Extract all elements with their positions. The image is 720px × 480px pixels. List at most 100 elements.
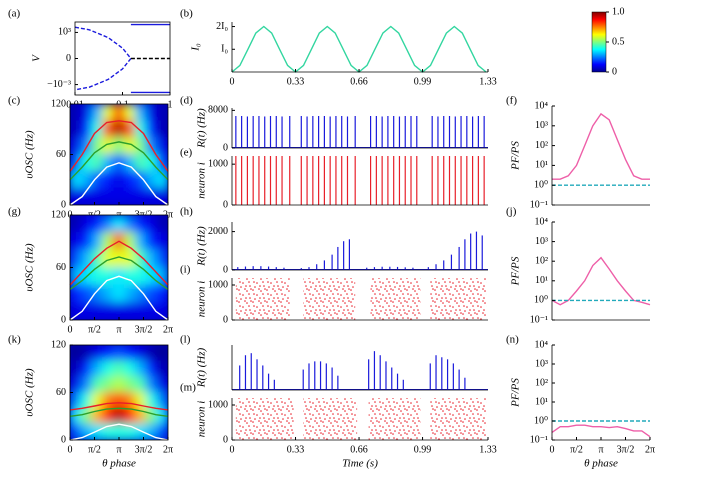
heatmap-cell [102,249,115,268]
x-tick-label: 0.66 [350,444,368,455]
heatmap-cell [102,232,115,251]
x-tick-label: π [598,444,603,455]
y-axis-label: R(t) (Hz) [196,226,208,267]
raster-burst [430,278,487,320]
heatmap-cell [123,392,136,409]
heatmap-cell [91,376,104,393]
heatmap-cell [113,137,125,155]
heatmap-cell [70,215,82,233]
heatmap-cell [70,249,82,268]
heatmap [70,345,168,440]
heatmap-cell [145,376,158,393]
heatmap-cell [80,215,93,233]
y-tick-label: 10¹ [535,160,548,171]
y-tick-label: 60 [56,387,66,398]
line-series [69,141,169,181]
heatmap-cell [102,187,115,205]
colorbar-tick-label: 0.5 [612,36,625,47]
heatmap-cell [134,170,147,189]
heatmap-cell [134,345,147,362]
y-tick-label: 0 [223,314,228,325]
heatmap-cell [134,423,147,440]
heatmap-cell [156,120,168,139]
colorbar-tick-label: 1.0 [612,6,625,17]
panel-label: (l) [180,334,191,346]
panel-label: (b) [180,8,193,20]
x-tick-label: 2π [163,324,173,335]
y-tick-label: 10⁰ [534,415,548,426]
heatmap-cell [102,137,115,155]
heatmap-cell [134,284,147,303]
y-tick-label: 10² [535,255,548,266]
raster-burst [235,278,290,320]
x-tick-label: π [116,444,121,455]
heatmap-cell [134,137,147,155]
heatmap-cell [70,360,82,378]
y-tick-label: 10⁰ [534,179,548,190]
y-tick-label: 10³ [58,27,71,38]
line-series [231,25,487,73]
y-tick-label: 10³ [535,358,548,369]
heatmap-cell [80,120,93,139]
panel: (l) R(t) (Hz) [180,334,488,391]
heatmap-cell [80,187,93,205]
heatmap-cell [145,187,158,205]
heatmap-cell [70,232,82,251]
heatmap-cell [123,137,136,155]
heatmap-cell [102,423,115,440]
y-tick-label: 8000 [208,105,228,116]
y-axis-label: PF/PS [510,256,522,286]
heatmap-cell [70,187,82,205]
heatmap-cell [156,137,168,155]
heatmap-cell [70,392,82,409]
y-tick-label: 1000 [208,158,228,169]
heatmap-cell [156,267,168,286]
heatmap-cell [145,360,158,378]
panel: 2I₀ I₀ 0 0.33 0.66 0.99 1.33 (b) I₀ [180,8,497,88]
heatmap-cell [156,345,168,362]
panel: 10⁻¹ 10⁰ 10¹ 10² 10³ 10⁴ (j) PF/PS [506,206,651,325]
heatmap-cell [113,407,125,425]
y-tick-label: 60 [56,262,66,273]
heatmap-cell [134,392,147,409]
raster-burst [303,278,356,320]
heatmap-cell [113,215,125,233]
y-axis-label: R(t) (Hz) [196,347,208,388]
heatmap-cell [123,302,136,320]
heatmap-cell [70,423,82,440]
x-tick-label: 2π [163,444,173,455]
heatmap-cell [70,267,82,286]
heatmap-cell [113,284,125,303]
y-tick-label: 10² [535,140,548,151]
panel-label: (i) [180,264,191,276]
heatmap-cell [123,154,136,172]
y-tick-label: 0 [66,53,71,64]
panel-label: (a) [8,8,21,20]
heatmap-cell [80,302,93,320]
heatmap-cell [145,407,158,425]
heatmap-cell [91,187,104,205]
x-tick-label: 0 [68,444,73,455]
line-series [69,407,169,417]
heatmap-cell [134,249,147,268]
y-tick-label: 1000 [208,399,228,410]
y-tick-label: 120 [51,98,66,109]
heatmap-cell [134,232,147,251]
y-tick-label: 60 [56,149,66,160]
y-axis-label: V [31,54,43,62]
heatmap-cell [123,267,136,286]
heatmap-cell [156,170,168,189]
x-tick-label: 1.33 [479,444,497,455]
heatmap-cell [123,423,136,440]
x-tick-label: 0.66 [350,76,368,87]
x-tick-label: π/2 [88,444,101,455]
panel-label: (j) [506,206,517,218]
line-series [69,256,169,290]
heatmap-cell [91,170,104,189]
panel: 10⁻¹ 10⁰ 10¹ 10² 10³ 10⁴ 0 π/2 π 3π/2 2π (n) PF/PS θ … [506,334,655,470]
panel-label: (h) [180,206,193,218]
x-tick-label: 0 [550,444,555,455]
heatmap-cell [80,392,93,409]
panel: 0 1000 (i) neuron i [180,264,488,325]
